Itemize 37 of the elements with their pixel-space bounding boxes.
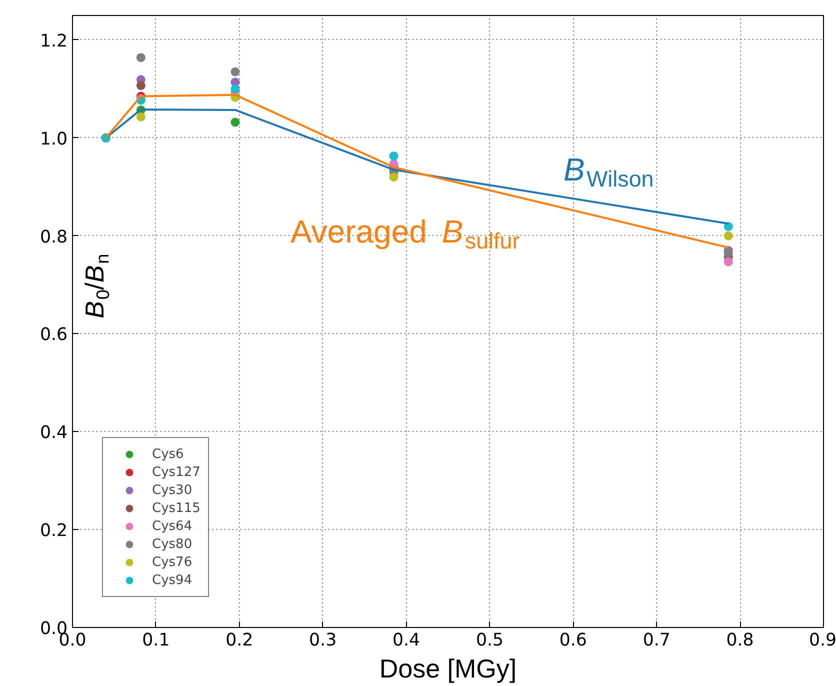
x-axis-title: Dose [MGy] (379, 654, 517, 684)
legend-label: Cys64 (152, 518, 192, 534)
point (724, 257, 733, 266)
x-tick-label: 0.1 (142, 630, 170, 650)
point (230, 118, 240, 127)
x-tick-label: 0.9 (808, 630, 836, 650)
x-tick-label: 0.7 (642, 630, 670, 650)
y-tick-label: 0.6 (40, 325, 68, 346)
point (724, 248, 733, 258)
legend-label: Cys115 (152, 500, 200, 516)
y-tick-label: 1.0 (40, 129, 68, 150)
legend-label: Cys80 (152, 536, 192, 552)
legend-label: Cys6 (152, 446, 184, 462)
y-tick-label: 1.2 (40, 31, 68, 52)
y-tick-label: 0.4 (40, 423, 68, 444)
legend-label: Cys30 (152, 482, 192, 498)
point (724, 222, 733, 232)
x-tick-label: 0.3 (309, 630, 337, 650)
legend-label: Cys127 (152, 464, 200, 480)
point (724, 231, 733, 240)
point (389, 152, 398, 161)
y-tick-label: 0.2 (40, 521, 68, 542)
x-tick-label: 0.8 (726, 630, 754, 650)
x-tick-label: 0.2 (226, 630, 254, 650)
point (389, 172, 398, 182)
point (136, 53, 146, 62)
x-tick-label: 0.5 (476, 630, 504, 650)
legend-label: Cys94 (152, 572, 192, 588)
x-tick-label: 0.6 (559, 630, 587, 650)
y-axis-title: B0/Bn (80, 254, 113, 318)
point (230, 67, 240, 76)
point (230, 84, 240, 94)
point (136, 112, 146, 122)
legend-label: Cys76 (152, 554, 192, 570)
y-tick-label: 0.8 (40, 227, 68, 248)
point (136, 81, 146, 90)
x-tick-label: 0.4 (392, 630, 420, 650)
